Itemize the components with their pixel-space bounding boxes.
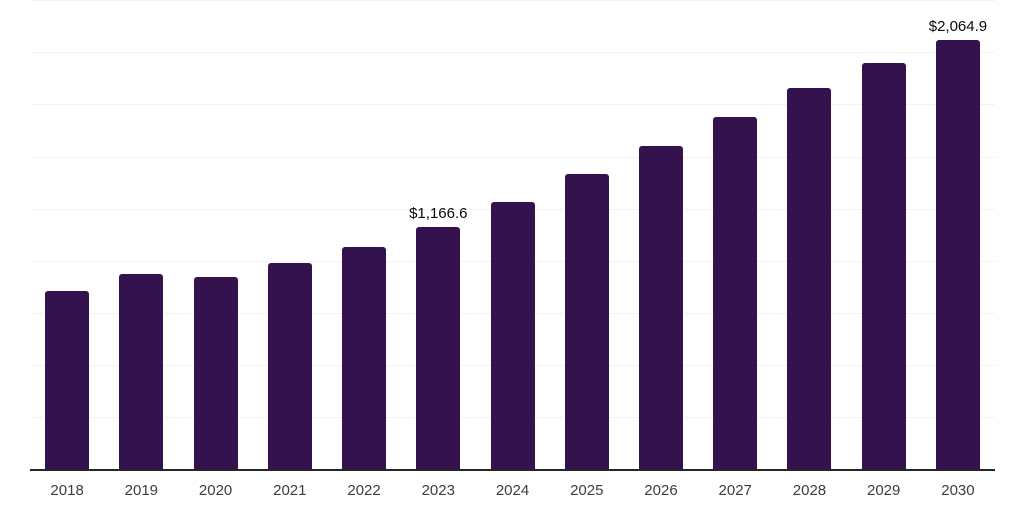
- bar-2022: [342, 246, 387, 470]
- bar-slot-2022: [327, 0, 401, 470]
- gridline: [30, 104, 995, 106]
- bar-slot-2019: [104, 0, 178, 470]
- bar-2019: [119, 274, 164, 470]
- bar-2024: [490, 202, 535, 470]
- bar-slot-2023: $1,166.6: [401, 0, 475, 470]
- bar-slot-2024: [475, 0, 549, 470]
- x-axis-line: [30, 469, 995, 471]
- gridline: [30, 0, 995, 2]
- bars-row: $1,166.6 $2,064.9: [30, 0, 995, 470]
- x-tick-2023: 2023: [421, 482, 455, 499]
- bar-2025: [564, 174, 609, 470]
- bar-2020: [193, 277, 238, 470]
- bar-slot-2029: [847, 0, 921, 470]
- x-tick-2020: 2020: [198, 482, 233, 499]
- bar-slot-2028: [772, 0, 846, 470]
- bar-2023: [416, 226, 461, 470]
- bar-2030: [935, 39, 980, 470]
- bar-slot-2030: $2,064.9: [921, 0, 995, 470]
- x-tick-2019: 2019: [124, 482, 159, 499]
- x-tick-2026: 2026: [644, 482, 678, 499]
- bar-slot-2018: [30, 0, 104, 470]
- bar-slot-2027: [698, 0, 772, 470]
- bar-slot-2021: [253, 0, 327, 470]
- bar-2029: [861, 62, 906, 470]
- plot-area: $1,166.6 $2,064.9: [30, 0, 995, 470]
- bar-slot-2020: [178, 0, 252, 470]
- bar-2021: [267, 263, 312, 470]
- bar-2027: [713, 116, 758, 470]
- bar-2018: [45, 291, 90, 470]
- x-tick-2030: 2030: [941, 482, 975, 499]
- x-tick-2024: 2024: [495, 482, 530, 499]
- gridline: [30, 52, 995, 54]
- x-tick-2018: 2018: [50, 482, 84, 499]
- x-tick-2021: 2021: [273, 482, 307, 499]
- data-label-2030: $2,064.9: [928, 17, 988, 35]
- x-tick-2022: 2022: [347, 482, 381, 499]
- bar-slot-2025: [550, 0, 624, 470]
- x-axis-labels: 2018 2019 2020 2021 2022 2023 2024 2025 2026 2027…: [30, 482, 995, 500]
- x-tick-2029: 2029: [867, 482, 901, 499]
- x-tick-2027: 2027: [718, 482, 752, 499]
- x-tick-2028: 2028: [792, 482, 827, 499]
- bar-2026: [638, 146, 683, 470]
- gridline: [30, 156, 995, 158]
- bar-slot-2026: [624, 0, 698, 470]
- x-tick-2025: 2025: [570, 482, 604, 499]
- bar-2028: [787, 88, 832, 470]
- data-label-2023: $1,166.6: [409, 204, 468, 222]
